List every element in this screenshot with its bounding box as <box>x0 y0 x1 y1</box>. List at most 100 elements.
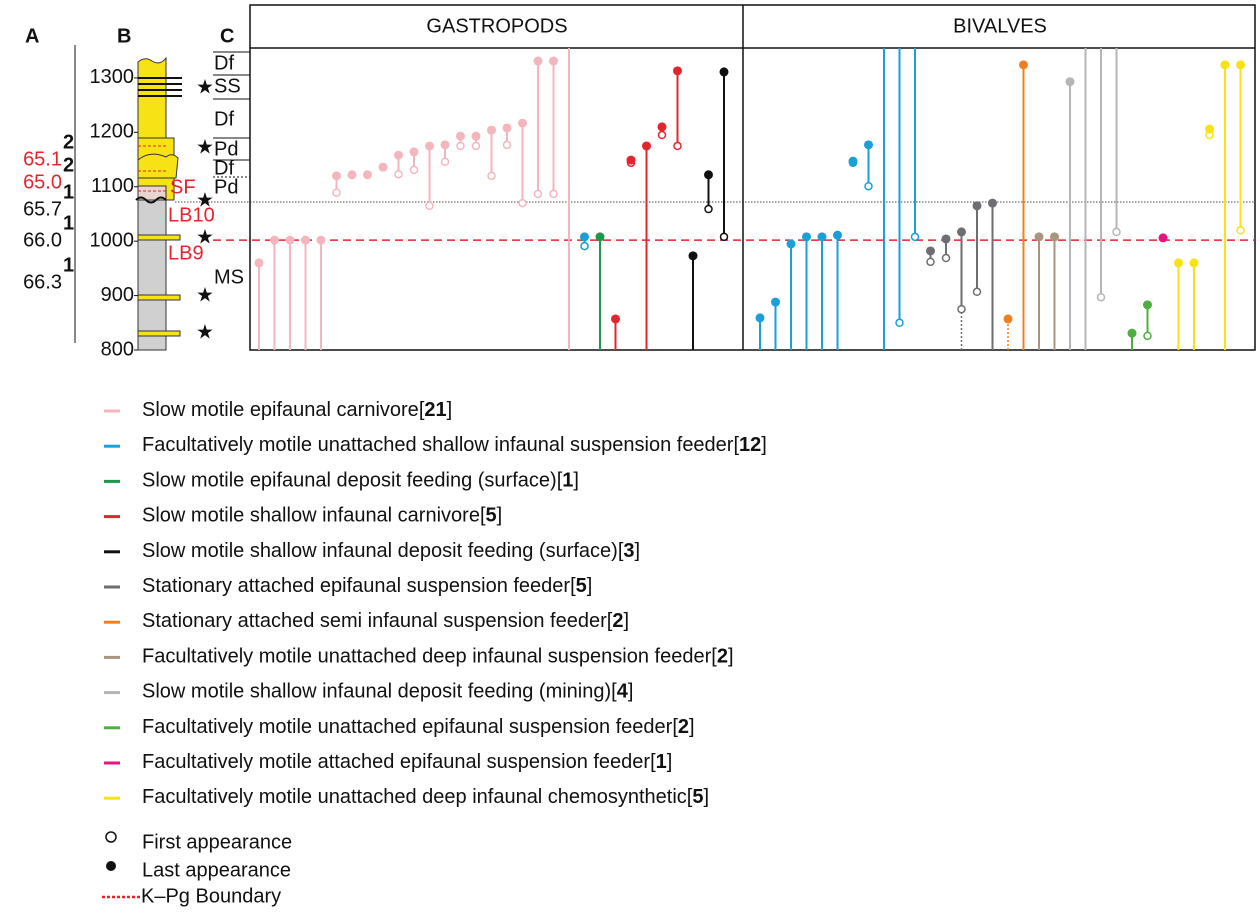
last-appearance <box>1127 328 1137 338</box>
legend-count: 5 <box>692 786 703 808</box>
column-label: C <box>220 25 234 47</box>
legend-text: Slow motile shallow infaunal carnivore <box>142 505 480 527</box>
last-appearance <box>270 235 279 245</box>
last-appearance <box>957 227 966 237</box>
last-appearance <box>833 230 842 240</box>
svg-text:★: ★ <box>196 136 214 158</box>
legend-text: ] <box>497 505 503 527</box>
lithology-column <box>135 56 182 351</box>
legend-label: Stationary attached epifaunal suspension… <box>142 575 592 597</box>
last-appearance <box>425 141 434 151</box>
last-appearance <box>786 239 796 249</box>
unit-label: SS <box>214 75 241 97</box>
first-appearance <box>471 141 481 151</box>
unit-label: Df <box>214 157 234 179</box>
legend-count: 2 <box>678 716 689 738</box>
last-appearance <box>487 125 496 135</box>
legend-text: [ <box>607 610 613 632</box>
unit-label: Pd <box>214 176 238 198</box>
y-tick-label: 1100 <box>91 175 134 197</box>
last-appearance <box>471 131 481 141</box>
last-appearance <box>1034 232 1044 242</box>
legend-count: 12 <box>739 434 761 456</box>
last-appearance <box>755 313 765 323</box>
unit-label: Df <box>214 108 234 130</box>
legend-text: Facultatively motile unattached deep inf… <box>142 646 712 668</box>
first-appearance <box>394 169 403 179</box>
legend-text: Slow motile shallow infaunal deposit fee… <box>142 681 611 703</box>
legend-label: Slow motile shallow infaunal carnivore[5… <box>142 505 502 527</box>
legend-label: Stationary attached semi infaunal suspen… <box>142 610 629 632</box>
last-appearance <box>926 246 935 256</box>
first-appearance <box>1236 226 1245 235</box>
last-appearance <box>1220 60 1230 70</box>
legend-text: Slow motile epifaunal deposit feeding (s… <box>142 470 557 492</box>
legend-text: [ <box>611 681 617 703</box>
last-appearance <box>285 235 295 245</box>
first-appearance <box>926 257 935 267</box>
first-appearance <box>972 287 982 297</box>
last-appearance <box>941 234 951 244</box>
first-appearance <box>440 157 450 166</box>
first-appearance <box>487 171 496 181</box>
first-appearance <box>1112 227 1121 237</box>
legend-label: Facultatively motile unattached shallow … <box>142 434 767 456</box>
first-appearance <box>1096 292 1106 302</box>
legend-label: Facultatively motile unattached deep inf… <box>142 646 734 668</box>
age-superscript: 2 <box>63 131 74 153</box>
first-appearance <box>409 165 419 175</box>
last-appearance <box>332 171 341 181</box>
legend-text: Slow motile epifaunal carnivore <box>142 399 419 421</box>
age-label: 65.0 <box>23 171 62 193</box>
legend-label: Slow motile shallow infaunal deposit fee… <box>142 540 640 562</box>
legend-count: 4 <box>617 681 629 703</box>
column-label: B <box>117 25 131 47</box>
legend-text: [ <box>618 540 624 562</box>
legend-text: ] <box>573 470 579 492</box>
unit-label: MS <box>214 266 244 288</box>
first-appearance <box>425 201 434 211</box>
last-appearance <box>802 232 811 242</box>
legend-text: ] <box>447 399 453 421</box>
legend-count: 21 <box>424 399 446 421</box>
last-appearance <box>1003 314 1013 324</box>
legend-text: Stationary attached epifaunal suspension… <box>142 575 570 597</box>
last-appearance <box>848 156 858 166</box>
svg-text:★: ★ <box>196 189 214 211</box>
first-appearance <box>864 181 873 191</box>
legend-count: 3 <box>623 540 634 562</box>
unit-dividers <box>213 51 250 178</box>
y-tick-label: 900 <box>101 284 134 306</box>
first-appearance <box>332 188 341 197</box>
last-appearance <box>440 140 450 150</box>
legend-label: Facultatively motile unattached epifauna… <box>142 716 695 738</box>
column-label: A <box>25 25 39 47</box>
age-superscript: 1 <box>63 212 74 234</box>
y-tick-label: 800 <box>101 338 134 360</box>
last-appearance <box>254 258 264 268</box>
legend-label: Facultatively motile attached epifaunal … <box>142 751 672 773</box>
first-appearance <box>704 204 713 214</box>
legend-text: Slow motile shallow infaunal deposit fee… <box>142 540 618 562</box>
last-appearance <box>719 67 729 77</box>
first-appearance <box>719 232 729 242</box>
last-appearance <box>988 198 997 208</box>
legend-count: 2 <box>717 646 728 668</box>
legend-label: Facultatively motile unattached deep inf… <box>142 786 709 808</box>
first-appearance <box>1143 331 1152 341</box>
panel-title: BIVALVES <box>953 15 1047 37</box>
legend-text: [ <box>650 751 656 773</box>
y-tick-label: 1300 <box>90 66 135 88</box>
last-appearance <box>771 297 780 307</box>
legend-count: 5 <box>486 505 497 527</box>
last-appearance <box>1158 233 1168 243</box>
legend-text: ] <box>728 646 734 668</box>
legend-text: [ <box>687 786 693 808</box>
y-tick-label: 1000 <box>90 229 135 251</box>
last-appearance <box>817 232 827 242</box>
y-tick-label: 1200 <box>90 121 135 143</box>
last-appearance <box>1205 124 1214 134</box>
last-appearance <box>1143 300 1152 310</box>
last-appearance <box>378 162 388 172</box>
svg-text:★: ★ <box>196 284 214 306</box>
